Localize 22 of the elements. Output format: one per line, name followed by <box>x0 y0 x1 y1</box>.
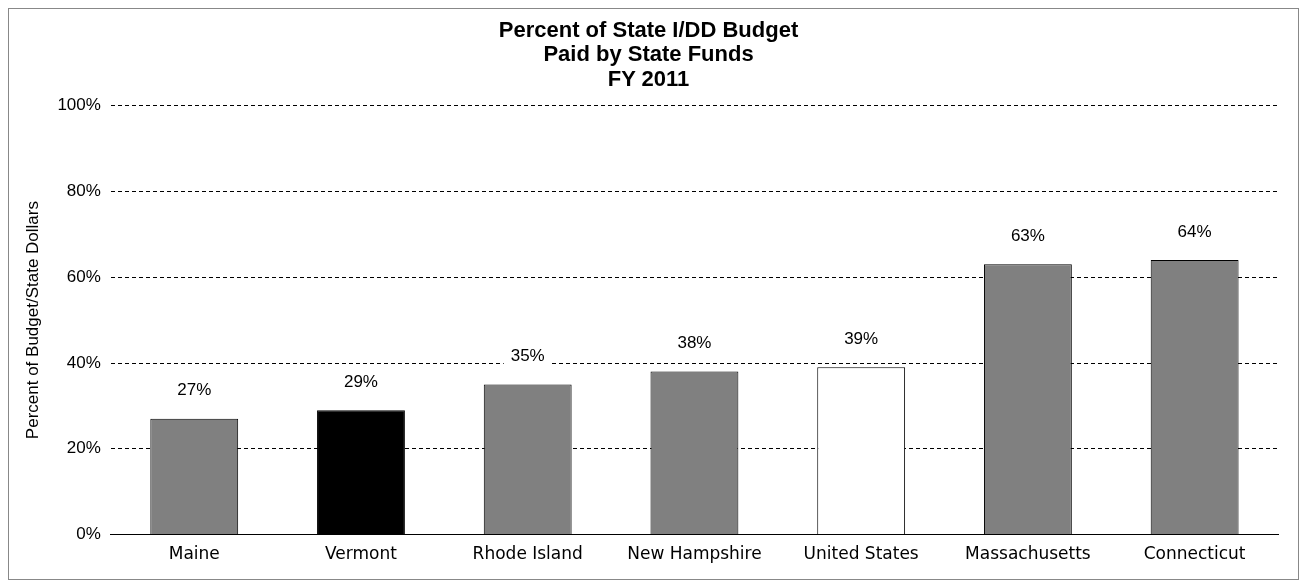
data-label: 38% <box>677 333 712 353</box>
x-tick-label: Massachusetts <box>965 543 1091 564</box>
chart-title: Percent of State I/DD Budget Paid by State Funds FY 2011 <box>498 17 799 91</box>
data-label: 63% <box>1010 226 1045 246</box>
x-tick-label: Maine <box>168 543 220 564</box>
y-tick-label: 80% <box>66 181 101 201</box>
x-tick-label: Connecticut <box>1143 543 1246 564</box>
y-tick-label: 0% <box>76 524 101 544</box>
x-tick-label: Vermont <box>325 543 398 564</box>
y-axis-title: Percent of Budget/State Dollars <box>22 201 42 440</box>
data-label: 35% <box>510 346 545 366</box>
y-tick-label: 60% <box>66 266 101 286</box>
y-tick-label: 20% <box>66 438 101 458</box>
x-tick-label: Rhode Island <box>472 543 583 564</box>
x-tick-label: New Hampshire <box>627 543 762 564</box>
data-label: 29% <box>343 371 378 391</box>
data-label: 39% <box>844 328 879 348</box>
data-label: 27% <box>177 380 212 400</box>
x-tick-label: United States <box>803 543 919 564</box>
y-tick-label: 100% <box>57 95 101 115</box>
y-tick-label: 40% <box>66 352 101 372</box>
data-label: 64% <box>1177 221 1212 241</box>
